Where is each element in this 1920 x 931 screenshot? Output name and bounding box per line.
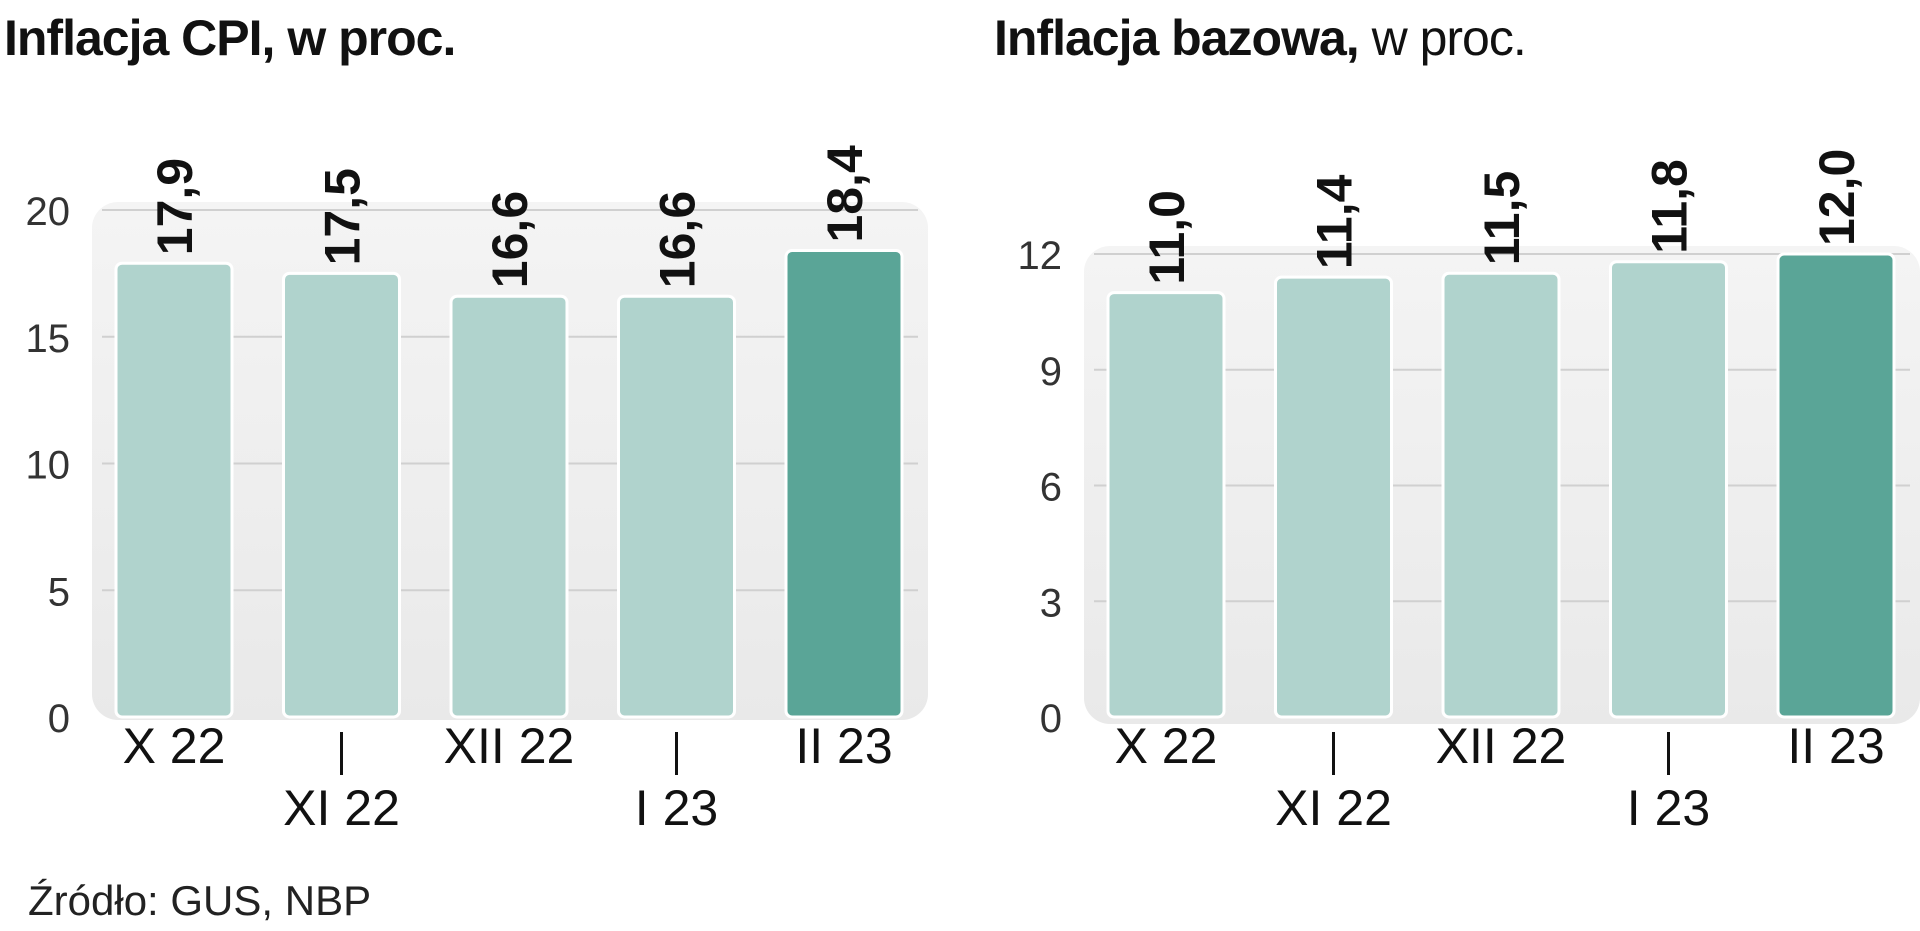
- core-category-label: XI 22: [1275, 780, 1392, 836]
- cpi-y-tick-label: 10: [26, 444, 71, 488]
- core-chart-title-normal: w proc.: [1358, 10, 1527, 66]
- core-bar: [1776, 252, 1896, 719]
- source-note: Źródło: GUS, NBP: [28, 877, 372, 924]
- cpi-bar: [114, 261, 234, 719]
- core-bar: [1274, 275, 1393, 719]
- core-bar: [1609, 260, 1728, 719]
- core-bar: [1441, 271, 1561, 719]
- core-value-label: 11,4: [1307, 174, 1363, 269]
- cpi-value-label: 16,6: [482, 191, 538, 288]
- cpi-y-tick-label: 5: [48, 570, 70, 614]
- cpi-category-label: II 23: [795, 718, 892, 774]
- core-value-label: 12,0: [1809, 149, 1865, 246]
- cpi-category-label: I 23: [635, 780, 718, 836]
- cpi-bar: [449, 294, 569, 719]
- core-category-label: II 23: [1787, 718, 1884, 774]
- core-y-tick-label: 3: [1040, 581, 1062, 625]
- cpi-category-label: XI 22: [283, 780, 400, 836]
- core-chart-title: Inflacja bazowa, w proc.: [994, 6, 1527, 70]
- cpi-value-label: 16,6: [650, 191, 706, 288]
- cpi-chart-title: Inflacja CPI, w proc.: [4, 6, 456, 70]
- cpi-chart-title-bold: Inflacja CPI, w proc.: [4, 10, 456, 66]
- core-category-label: I 23: [1627, 780, 1710, 836]
- core-chart-title-bold: Inflacja bazowa,: [994, 10, 1360, 66]
- core-value-label: 11,8: [1642, 159, 1698, 254]
- cpi-category-label: X 22: [123, 718, 226, 774]
- cpi-y-tick-label: 0: [48, 697, 70, 741]
- core-y-tick-label: 0: [1040, 697, 1062, 741]
- core-y-tick-label: 6: [1040, 466, 1062, 510]
- core-inflation-chart: 0 3 6 9 12 11,0 X 22 11,4 XI 22 11,5 XII 22 11,8 I 2…: [1018, 149, 1920, 836]
- cpi-bar: [784, 249, 904, 719]
- cpi-y-tick-label: 15: [26, 317, 71, 361]
- cpi-category-label: XII 22: [444, 718, 575, 774]
- core-bar: [1106, 291, 1226, 719]
- core-category-label: X 22: [1115, 718, 1218, 774]
- core-value-label: 11,5: [1474, 171, 1530, 266]
- cpi-bar: [282, 271, 401, 719]
- core-category-label: XII 22: [1436, 718, 1567, 774]
- cpi-y-tick-label: 20: [26, 190, 71, 234]
- core-y-tick-label: 12: [1018, 234, 1063, 278]
- core-value-label: 11,0: [1139, 190, 1195, 285]
- cpi-value-label: 17,9: [147, 158, 203, 255]
- cpi-bar: [617, 294, 736, 719]
- core-y-tick-label: 9: [1040, 350, 1062, 394]
- cpi-value-label: 17,5: [315, 168, 371, 265]
- cpi-chart: 0 5 10 15 20 17,9 X 22 17,5 XI 22 16,6 XII 22 16,6 I…: [26, 145, 928, 836]
- cpi-value-label: 18,4: [817, 145, 873, 243]
